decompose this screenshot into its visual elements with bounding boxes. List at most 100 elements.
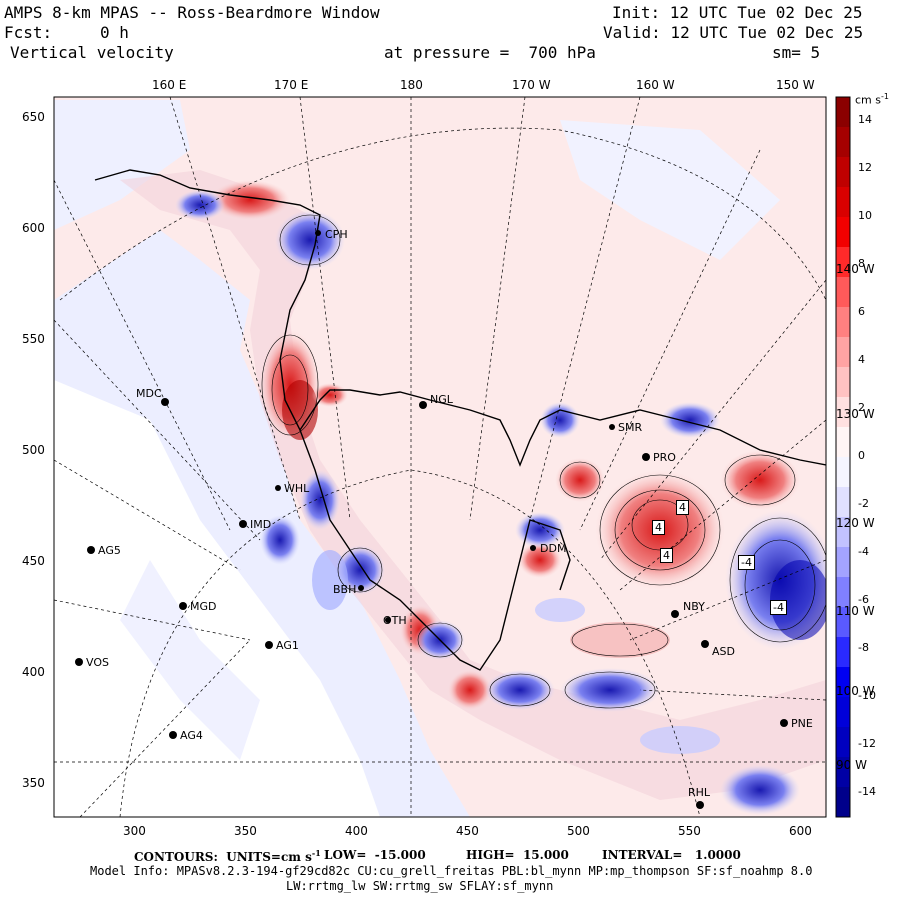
footer-low: LOW= -15.000	[324, 848, 426, 862]
colorbar-swatch	[836, 457, 850, 488]
colorbar-label: 0	[858, 449, 865, 462]
lon-label-90w: 90 W	[836, 758, 867, 772]
y-tick: 450	[22, 554, 45, 568]
colorbar-swatch	[836, 367, 850, 398]
lon-label-130w: 130 W	[836, 407, 875, 421]
station-cph: CPH	[325, 228, 348, 241]
contour-label: -4	[770, 600, 787, 615]
colorbar-label: 4	[858, 353, 865, 366]
station-ngl: NGL	[430, 393, 453, 406]
station-pro: PRO	[653, 451, 676, 464]
colorbar-label: 10	[858, 209, 872, 222]
colorbar-swatch	[836, 337, 850, 368]
contour-label: 4	[660, 548, 673, 563]
colorbar-swatch	[836, 127, 850, 158]
colorbar-label: 12	[858, 161, 872, 174]
station-mgd: MGD	[190, 600, 217, 613]
colorbar-swatch	[836, 187, 850, 218]
colorbar-swatch	[836, 517, 850, 548]
colorbar-swatch	[836, 697, 850, 728]
colorbar-label: 2	[858, 401, 865, 414]
colorbar-swatch	[836, 307, 850, 338]
y-tick: 400	[22, 665, 45, 679]
colorbar-label: -4	[858, 545, 869, 558]
colorbar-swatch	[836, 157, 850, 188]
lon-label-180: 180	[400, 78, 423, 92]
colorbar-label: 8	[858, 257, 865, 270]
x-tick: 450	[456, 824, 479, 838]
colorbar-label: 14	[858, 113, 872, 126]
colorbar-swatch	[836, 247, 850, 278]
colorbar-swatch	[836, 217, 850, 248]
footer-high: HIGH= 15.000	[466, 848, 569, 862]
field-name: Vertical velocity	[10, 43, 174, 62]
y-tick: 550	[22, 332, 45, 346]
colorbar	[836, 97, 850, 818]
station-ag4: AG4	[180, 729, 203, 742]
x-tick: 550	[678, 824, 701, 838]
lon-label-140w: 140 W	[836, 262, 875, 276]
colorbar-label: -10	[858, 689, 876, 702]
y-tick: 650	[22, 110, 45, 124]
colorbar-swatch	[836, 607, 850, 638]
pressure-level: at pressure = 700 hPa	[384, 43, 596, 62]
lon-label-160e: 160 E	[152, 78, 187, 92]
smoothing: sm= 5	[772, 43, 821, 62]
colorbar-label: 6	[858, 305, 865, 318]
y-tick: 500	[22, 443, 45, 457]
colorbar-label: -8	[858, 641, 869, 654]
colorbar-swatch	[836, 487, 850, 518]
x-tick: 600	[789, 824, 812, 838]
colorbar-label: -14	[858, 785, 876, 798]
map-field	[54, 97, 826, 817]
lon-label-170w: 170 W	[512, 78, 551, 92]
lon-label-110w: 110 W	[836, 604, 875, 618]
colorbar-swatch	[836, 277, 850, 308]
x-tick: 350	[234, 824, 257, 838]
footer-model-info: Model Info: MPASv8.2.3-194-gf29cd82c CU:…	[90, 864, 813, 878]
colorbar-swatch	[836, 547, 850, 578]
footer-contours: CONTOURS: UNITS=cm s-1	[134, 848, 321, 864]
station-whl: WHL	[284, 482, 310, 495]
colorbar-swatch	[836, 427, 850, 458]
colorbar-swatch	[836, 97, 850, 128]
lon-label-150w: 150 W	[776, 78, 815, 92]
station-ag1: AG1	[276, 639, 299, 652]
y-tick: 350	[22, 776, 45, 790]
station-ddm: DDM	[540, 542, 567, 555]
lon-label-100w: 100 W	[836, 684, 875, 698]
colorbar-label: -6	[858, 593, 869, 606]
station-ag5: AG5	[98, 544, 121, 557]
colorbar-swatch	[836, 577, 850, 608]
colorbar-label: -2	[858, 497, 869, 510]
footer-interval: INTERVAL= 1.0000	[602, 848, 741, 862]
station-vos: VOS	[86, 656, 109, 669]
colorbar-swatch	[836, 787, 850, 818]
lon-label-160w: 160 W	[636, 78, 675, 92]
valid-time: Valid: 12 UTC Tue 02 Dec 25	[603, 23, 864, 42]
station-smr: SMR	[618, 421, 643, 434]
colorbar-swatch	[836, 727, 850, 758]
contour-label: 4	[652, 520, 665, 535]
lon-label-120w: 120 W	[836, 516, 875, 530]
colorbar-swatch	[836, 667, 850, 698]
colorbar-swatch	[836, 757, 850, 788]
station-nby: NBY	[683, 600, 705, 613]
station-bbh: BBH	[333, 583, 357, 596]
x-tick: 400	[345, 824, 368, 838]
plot-title: AMPS 8-km MPAS -- Ross-Beardmore Window	[4, 3, 380, 22]
station-mdc: MDC	[136, 387, 162, 400]
footer-model-info-2: LW:rrtmg_lw SW:rrtmg_sw SFLAY:sf_mynn	[286, 879, 554, 893]
forecast-hour: 0 h	[100, 23, 129, 42]
lon-label-170e: 170 E	[274, 78, 309, 92]
station-asd: ASD	[712, 645, 735, 658]
station-imd: IMD	[250, 518, 272, 531]
init-time: Init: 12 UTC Tue 02 Dec 25	[612, 3, 863, 22]
station-oth: OTH	[383, 614, 407, 627]
colorbar-swatch	[836, 397, 850, 428]
contour-label: -4	[738, 555, 755, 570]
colorbar-label: -12	[858, 737, 876, 750]
x-tick: 500	[567, 824, 590, 838]
forecast-label: Fcst:	[4, 23, 53, 42]
